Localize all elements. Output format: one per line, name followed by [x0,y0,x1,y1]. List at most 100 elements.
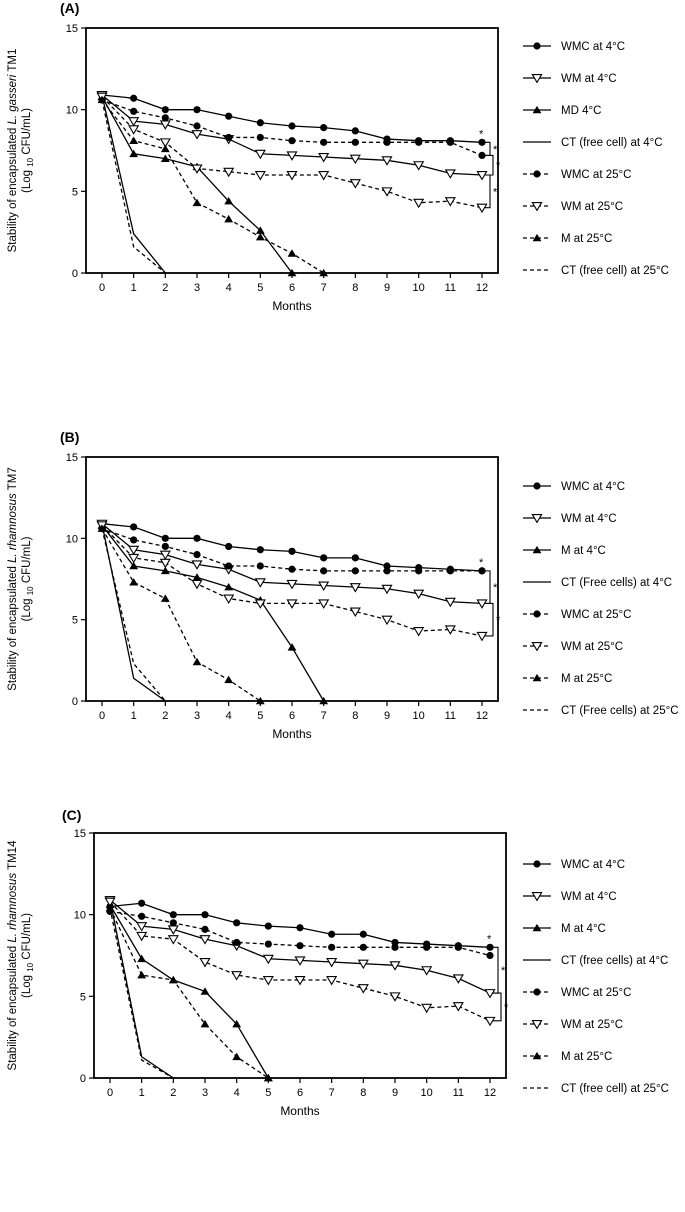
x-tick-label: 12 [484,1087,496,1099]
legend-swatch-marker [532,545,542,554]
y-tick-label: 5 [72,615,78,627]
data-point [351,138,359,146]
series-7 [105,903,273,1082]
data-point [231,971,243,981]
y-tick-label: 15 [74,828,86,840]
plot-frame [85,27,499,274]
x-tick-label: 8 [360,1087,366,1099]
y-axis-title: Stability of encapsulated L. rhamnosus T… [7,840,19,1071]
x-tick-label: 3 [202,1087,208,1099]
data-point [484,989,496,999]
legend-item-3: MD 4°C [523,105,601,117]
data-point [476,631,488,642]
data-point [169,919,177,927]
series-8 [101,99,166,274]
x-tick-label: 1 [131,282,137,294]
series-line [101,99,166,274]
data-point [161,542,169,551]
y-axis-title-part: Stability of encapsulated [7,943,19,1071]
y-tick-label: 15 [66,452,78,464]
data-point [287,268,297,277]
data-point [349,179,361,189]
data-point [262,954,274,965]
legend-item-3: M at 4°C [523,923,606,935]
legend-label: WM at 25°C [561,641,623,653]
data-point [383,138,391,146]
plot-frame [85,456,499,702]
significance-star: * [496,615,501,627]
legend: WMC at 4°C WM at 4°C MD 4°C CT (free cell) … [523,41,669,277]
data-point [320,124,328,132]
x-tick-label: 0 [107,1087,113,1099]
data-point [423,943,431,951]
significance-bracket [485,141,491,156]
data-point [349,583,361,593]
y-tick-label: 0 [72,696,78,708]
data-point [391,943,399,951]
significance-bracket [493,946,499,994]
data-point [129,149,139,158]
series-7 [97,524,265,705]
x-tick-label: 3 [194,710,200,722]
legend-item-8: CT (free cell) at 25°C [523,265,669,277]
data-point [167,935,179,945]
data-point [478,567,486,575]
series-line [101,528,261,702]
x-tick-label: 11 [445,710,456,722]
data-point [351,127,359,135]
data-point [320,567,328,575]
data-point [264,940,272,948]
data-point [294,956,306,966]
data-point [160,144,170,153]
data-point [160,594,170,602]
legend-swatch-marker [531,202,543,212]
data-point [191,130,203,140]
data-point [454,943,462,951]
data-point [294,975,306,986]
x-tick-label: 10 [413,710,425,722]
data-point [446,138,454,146]
data-point [224,214,234,223]
series-line [109,899,174,1079]
significance-star: * [504,1002,509,1014]
legend-item-5: WMC at 25°C [523,169,631,181]
legend-item-1: WMC at 4°C [523,481,625,493]
data-point [484,1016,496,1027]
data-point [263,1073,273,1082]
data-point [486,943,494,951]
x-tick-label: 5 [257,282,263,294]
data-point [288,137,296,145]
legend-label: CT (free cell) at 25°C [561,265,669,277]
legend-swatch-marker [531,74,543,84]
data-point [128,117,140,127]
data-point [452,1002,464,1012]
legend-item-2: WM at 4°C [523,513,617,525]
data-point [351,567,359,575]
data-point [232,1019,242,1028]
significance-star: * [493,186,498,198]
data-point [262,975,274,986]
data-point [161,106,169,114]
y-axis-title-part: L. rhamnosus [7,873,19,943]
data-point [223,167,235,178]
data-point [446,567,454,575]
series-line [101,94,166,274]
x-tick-label: 4 [234,1087,240,1099]
data-point [381,187,393,197]
data-point [201,925,209,933]
legend-swatch-marker [531,641,543,652]
data-point [476,203,488,214]
data-point [192,198,202,207]
legend-swatch-marker [532,1051,542,1060]
y-axis-unit-part: 10 [26,962,35,971]
data-point [383,567,391,575]
data-point [478,138,486,146]
x-tick-label: 6 [289,282,295,294]
y-axis-title-part: Stability of encapsulated [7,125,19,253]
legend: WMC at 4°C WM at 4°C M at 4°C CT (Free cell… [523,481,679,717]
legend-label: WMC at 4°C [561,859,625,871]
legend-label: WM at 4°C [561,891,617,903]
data-point [168,975,178,984]
